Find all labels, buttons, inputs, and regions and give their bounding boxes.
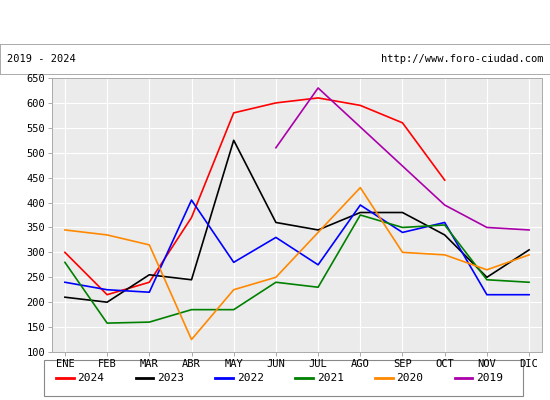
Text: 2020: 2020 <box>397 373 424 383</box>
Text: 2021: 2021 <box>317 373 344 383</box>
Text: 2023: 2023 <box>157 373 184 383</box>
Text: 2024: 2024 <box>78 373 104 383</box>
Text: 2019 - 2024: 2019 - 2024 <box>7 54 75 64</box>
Text: Evolucion Nº Turistas Extranjeros en el municipio de Calasparra: Evolucion Nº Turistas Extranjeros en el … <box>54 15 496 29</box>
Text: http://www.foro-ciudad.com: http://www.foro-ciudad.com <box>381 54 543 64</box>
Text: 2022: 2022 <box>237 373 264 383</box>
FancyBboxPatch shape <box>44 360 522 396</box>
Text: 2019: 2019 <box>476 373 503 383</box>
